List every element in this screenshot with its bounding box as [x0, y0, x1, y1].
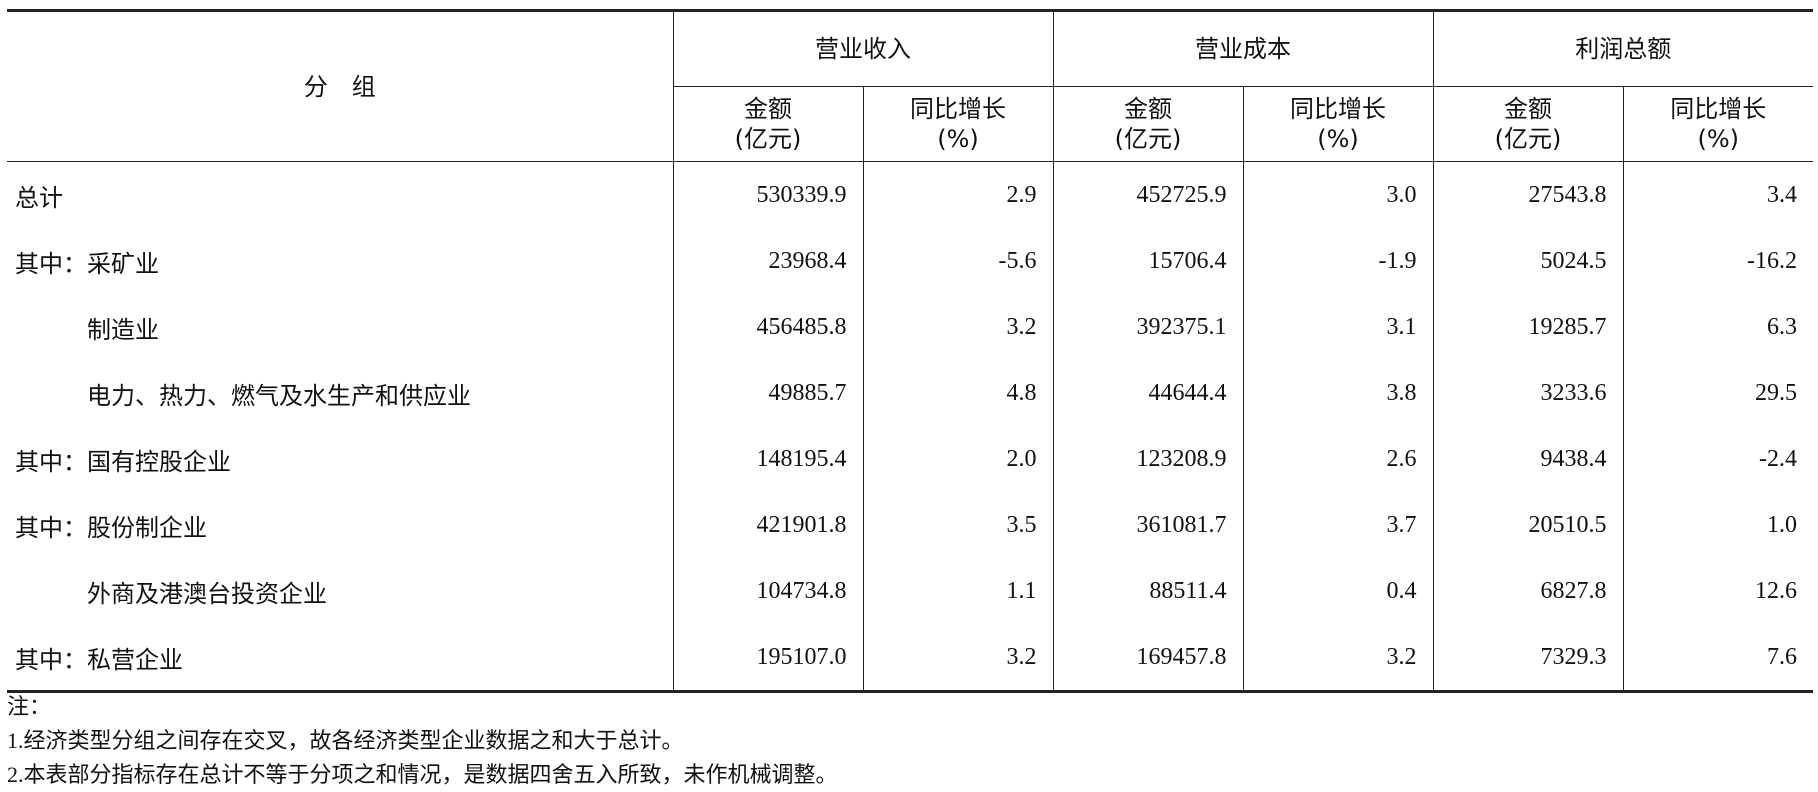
cell: 148195.4 — [672, 426, 863, 492]
row-label: 其中：私营企业 — [7, 624, 673, 693]
cell: 88511.4 — [1052, 558, 1243, 624]
cell: 3.7 — [1242, 492, 1433, 558]
cell: 6.3 — [1622, 294, 1813, 360]
sub-header: 金额 (亿元) — [1052, 86, 1243, 162]
cell: 392375.1 — [1052, 294, 1243, 360]
cell: 29.5 — [1622, 360, 1813, 426]
sub-header-line: (亿元) — [734, 125, 802, 153]
cell: 3.2 — [862, 624, 1053, 693]
sub-header-line: 同比增长 — [910, 95, 1006, 123]
group-header: 营业成本 — [1052, 9, 1433, 87]
row-label: 外商及港澳台投资企业 — [87, 581, 327, 608]
sub-header-line: 同比增长 — [1290, 95, 1386, 123]
cell: 2.9 — [862, 161, 1053, 228]
cell: 0.4 — [1242, 558, 1433, 624]
cell: 2.6 — [1242, 426, 1433, 492]
cell: 530339.9 — [672, 161, 863, 228]
note-line: 1.经济类型分组之间存在交叉，故各经济类型企业数据之和大于总计。 — [7, 728, 684, 753]
table-row: 其中：股份制企业 421901.8 3.5 361081.7 3.7 20510.5 1.0 — [7, 492, 1813, 558]
sub-header-line: 金额 — [744, 95, 792, 123]
row-label: 电力、热力、燃气及水生产和供应业 — [87, 383, 471, 410]
cell: -16.2 — [1622, 228, 1813, 294]
sub-header-line: (%) — [937, 125, 979, 153]
sub-header: 同比增长 (%) — [862, 86, 1053, 162]
corner-header: 分 组 — [7, 9, 673, 162]
cell: 5024.5 — [1432, 228, 1623, 294]
cell: 3.2 — [862, 294, 1053, 360]
row-label: 总计 — [15, 185, 63, 212]
cell: 3.4 — [1622, 161, 1813, 228]
sub-header-line: 金额 — [1124, 95, 1172, 123]
cell: 7.6 — [1622, 624, 1813, 693]
cell: 23968.4 — [672, 228, 863, 294]
table-row: 总计 530339.9 2.9 452725.9 3.0 27543.8 3.4 — [7, 161, 1813, 228]
sub-header-line: (%) — [1317, 125, 1359, 153]
cell: 4.8 — [862, 360, 1053, 426]
cell: 3.5 — [862, 492, 1053, 558]
cell: 19285.7 — [1432, 294, 1623, 360]
sub-header: 同比增长 (%) — [1622, 86, 1813, 162]
table-row: 电力、热力、燃气及水生产和供应业 49885.7 4.8 44644.4 3.8 3233… — [7, 360, 1813, 426]
cell: 7329.3 — [1432, 624, 1623, 693]
cell: 3.1 — [1242, 294, 1433, 360]
data-table: 分 组营业收入 营业成本 利润总额 金额 (亿元) 同比增长 (%) 金额 (亿元) 同比增长(… — [7, 9, 1813, 693]
cell: 195107.0 — [672, 624, 863, 693]
sub-header-line: 同比增长 — [1670, 95, 1767, 123]
cell: 3.0 — [1242, 161, 1433, 228]
row-label: 其中：采矿业 — [15, 251, 159, 278]
cell: 169457.8 — [1052, 624, 1243, 693]
cell: 3233.6 — [1432, 360, 1623, 426]
notes: 注： 1.经济类型分组之间存在交叉，故各经济类型企业数据之和大于总计。 2.本表部分… — [7, 690, 838, 792]
cell: 452725.9 — [1052, 161, 1243, 228]
cell: 2.0 — [862, 426, 1053, 492]
sub-header-line: (%) — [1697, 125, 1740, 153]
cell: 1.0 — [1622, 492, 1813, 558]
sub-header-line: (亿元) — [1114, 125, 1182, 153]
cell: 6827.8 — [1432, 558, 1623, 624]
sub-header: 金额 (亿元) — [672, 86, 863, 162]
cell: 456485.8 — [672, 294, 863, 360]
cell: 20510.5 — [1432, 492, 1623, 558]
row-label: 制造业 — [87, 317, 159, 344]
cell: 27543.8 — [1432, 161, 1623, 228]
table-row: 制造业 456485.8 3.2 392375.1 3.1 19285.7 6.3 — [7, 294, 1813, 360]
table-row: 外商及港澳台投资企业 104734.8 1.1 88511.4 0.4 6827.8 12.… — [7, 558, 1813, 624]
cell: 3.2 — [1242, 624, 1433, 693]
sub-header-line: (亿元) — [1494, 125, 1562, 153]
cell: -1.9 — [1242, 228, 1433, 294]
cell: 44644.4 — [1052, 360, 1243, 426]
cell: 123208.9 — [1052, 426, 1243, 492]
row-label: 其中：国有控股企业 — [15, 449, 231, 476]
cell: 361081.7 — [1052, 492, 1243, 558]
cell: 9438.4 — [1432, 426, 1623, 492]
group-header: 营业收入 — [672, 9, 1053, 87]
cell: -5.6 — [862, 228, 1053, 294]
cell: 49885.7 — [672, 360, 863, 426]
cell: 104734.8 — [672, 558, 863, 624]
group-header: 利润总额 — [1432, 9, 1813, 87]
cell: 421901.8 — [672, 492, 863, 558]
cell: 3.8 — [1242, 360, 1433, 426]
sub-header: 金额 (亿元) — [1432, 86, 1623, 162]
table-row: 其中：国有控股企业 148195.4 2.0 123208.9 2.6 9438.4 -2.… — [7, 426, 1813, 492]
cell: 12.6 — [1622, 558, 1813, 624]
note-line: 2.本表部分指标存在总计不等于分项之和情况，是数据四舍五入所致，未作机械调整。 — [7, 762, 838, 787]
table-row: 其中：采矿业 23968.4 -5.6 15706.4 -1.9 5024.5 -16.2 — [7, 228, 1813, 294]
note-line: 注： — [7, 694, 52, 719]
cell: 15706.4 — [1052, 228, 1243, 294]
sub-header: 同比增长 (%) — [1242, 86, 1433, 162]
table-row: 其中：私营企业 195107.0 3.2 169457.8 3.2 7329.3 7.6 — [7, 624, 1813, 693]
cell: -2.4 — [1622, 426, 1813, 492]
cell: 1.1 — [862, 558, 1053, 624]
row-label: 其中：股份制企业 — [15, 515, 207, 542]
sub-header-line: 金额 — [1504, 95, 1552, 123]
